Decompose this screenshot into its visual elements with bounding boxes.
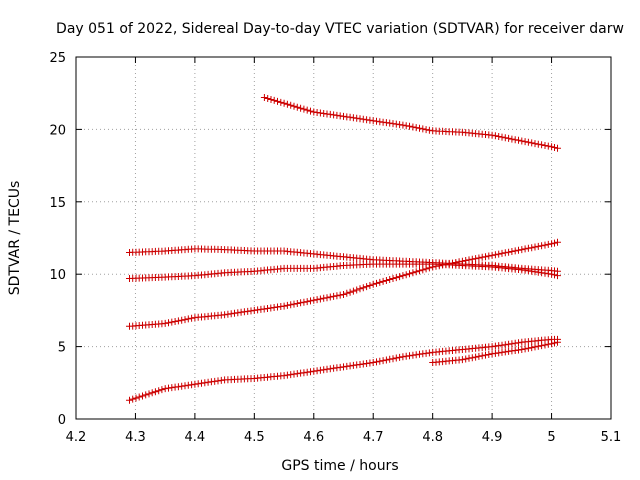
x-tick-label: 4.3	[125, 430, 146, 445]
x-tick-label: 4.8	[422, 430, 443, 445]
x-tick-label: 4.2	[66, 430, 87, 445]
x-tick-label: 4.5	[244, 430, 265, 445]
series-s1	[260, 94, 561, 152]
series-s3	[126, 260, 561, 282]
x-axis-ticks: 4.2 4.3 4.4 4.5 4.6 4.7 4.8 4.9 5 5.1	[66, 57, 622, 445]
x-tick-label: 4.4	[185, 430, 206, 445]
data-series	[126, 94, 561, 404]
plot-frame	[75, 56, 612, 420]
y-tick-label: 10	[49, 268, 66, 283]
x-tick-label: 5	[547, 430, 555, 445]
x-tick-label: 4.7	[363, 430, 384, 445]
y-tick-label: 20	[49, 123, 66, 138]
chart-title: Day 051 of 2022, Sidereal Day-to-day VTE…	[56, 21, 624, 37]
series-markers	[260, 94, 561, 152]
y-tick-label: 15	[49, 196, 66, 211]
y-tick-label: 5	[58, 341, 66, 356]
series-markers	[126, 335, 561, 404]
series-s6	[429, 338, 561, 366]
y-axis-label: SDTVAR / TECUs	[7, 181, 23, 296]
x-tick-label: 4.6	[303, 430, 324, 445]
x-axis-label: GPS time / hours	[281, 458, 398, 474]
x-tick-label: 4.9	[482, 430, 503, 445]
series-markers	[126, 238, 561, 330]
series-s4	[126, 238, 561, 330]
series-markers	[126, 260, 561, 282]
y-tick-label: 0	[58, 413, 66, 428]
x-tick-label: 5.1	[601, 430, 622, 445]
grid-lines	[76, 57, 611, 419]
series-s5	[126, 335, 561, 404]
y-tick-label: 25	[49, 51, 66, 66]
y-axis-ticks: 0 5 10 15 20 25	[49, 51, 611, 428]
series-markers	[429, 338, 561, 366]
